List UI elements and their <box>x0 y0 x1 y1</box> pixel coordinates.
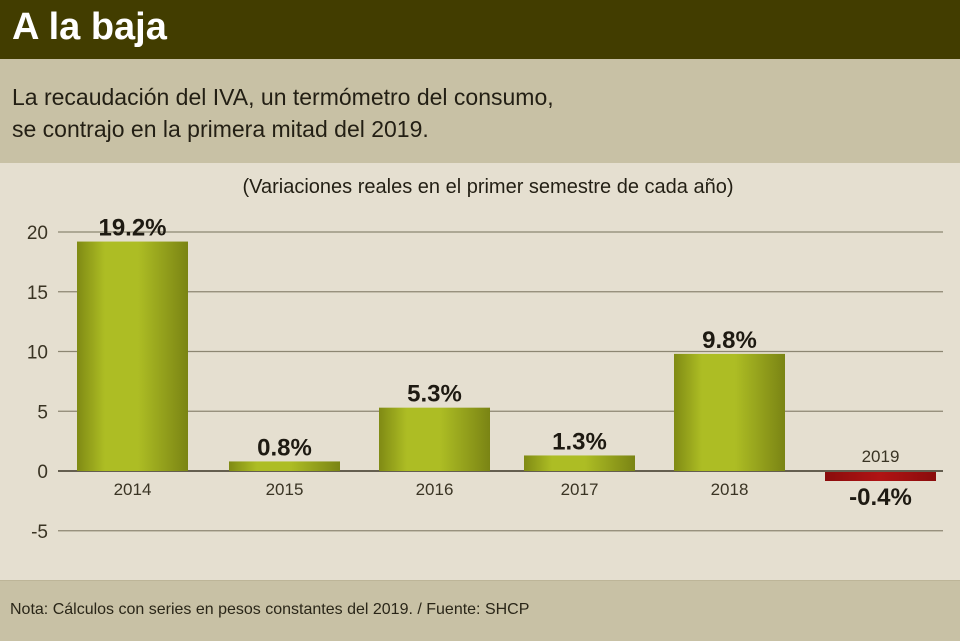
footer-band: Nota: Cálculos con series en pesos const… <box>0 580 960 641</box>
chart-area: (Variaciones reales en el primer semestr… <box>0 163 960 580</box>
bar-2018 <box>674 353 785 471</box>
y-tick-label: 0 <box>37 462 48 483</box>
x-tick-label-2018: 2018 <box>711 480 749 499</box>
source-note: Nota: Cálculos con series en pesos const… <box>10 601 530 618</box>
header-bar: A la baja <box>0 0 960 59</box>
data-label-2014: 19.2% <box>98 215 166 242</box>
y-tick-label: 10 <box>27 343 48 364</box>
y-tick-label: 15 <box>27 283 48 304</box>
data-labels: 19.2% 0.8% 5.3% 1.3% 9.8% -0.4% <box>98 215 911 511</box>
x-tick-label-2017: 2017 <box>561 480 599 499</box>
x-tick-label-2019: 2019 <box>862 447 900 466</box>
data-label-2016: 5.3% <box>407 381 462 408</box>
data-label-2018: 9.8% <box>702 327 757 354</box>
y-tick-label: 5 <box>37 402 48 423</box>
chart-headline: A la baja <box>12 6 167 48</box>
x-tick-label-2014: 2014 <box>114 480 152 499</box>
data-label-2019: -0.4% <box>849 484 912 511</box>
x-axis-ticks: 2014 2015 2016 2017 2018 2019 <box>114 447 900 499</box>
bar-2014 <box>77 241 188 471</box>
subtitle-band: La recaudación del IVA, un termómetro de… <box>0 59 960 163</box>
data-label-2015: 0.8% <box>257 434 312 461</box>
x-tick-label-2015: 2015 <box>266 480 304 499</box>
data-label-2017: 1.3% <box>552 428 607 455</box>
subtitle-text: La recaudación del IVA, un termómetro de… <box>12 81 912 145</box>
bar-2019 <box>825 472 936 481</box>
subtitle-line-2: se contrajo en la primera mitad del 2019… <box>12 116 429 142</box>
bars <box>77 241 936 481</box>
bar-2015 <box>229 461 340 471</box>
bar-2017 <box>524 455 635 471</box>
y-tick-label: 20 <box>27 223 48 244</box>
x-tick-label-2016: 2016 <box>416 480 454 499</box>
gridlines <box>58 231 943 532</box>
y-axis-ticks: 20 15 10 5 0 -5 <box>27 223 48 543</box>
bar-chart: (Variaciones reales en el primer semestr… <box>27 176 943 543</box>
chart-title: (Variaciones reales en el primer semestr… <box>243 176 734 198</box>
bar-2016 <box>379 407 490 471</box>
subtitle-line-1: La recaudación del IVA, un termómetro de… <box>12 84 554 110</box>
y-tick-label: -5 <box>31 522 48 543</box>
